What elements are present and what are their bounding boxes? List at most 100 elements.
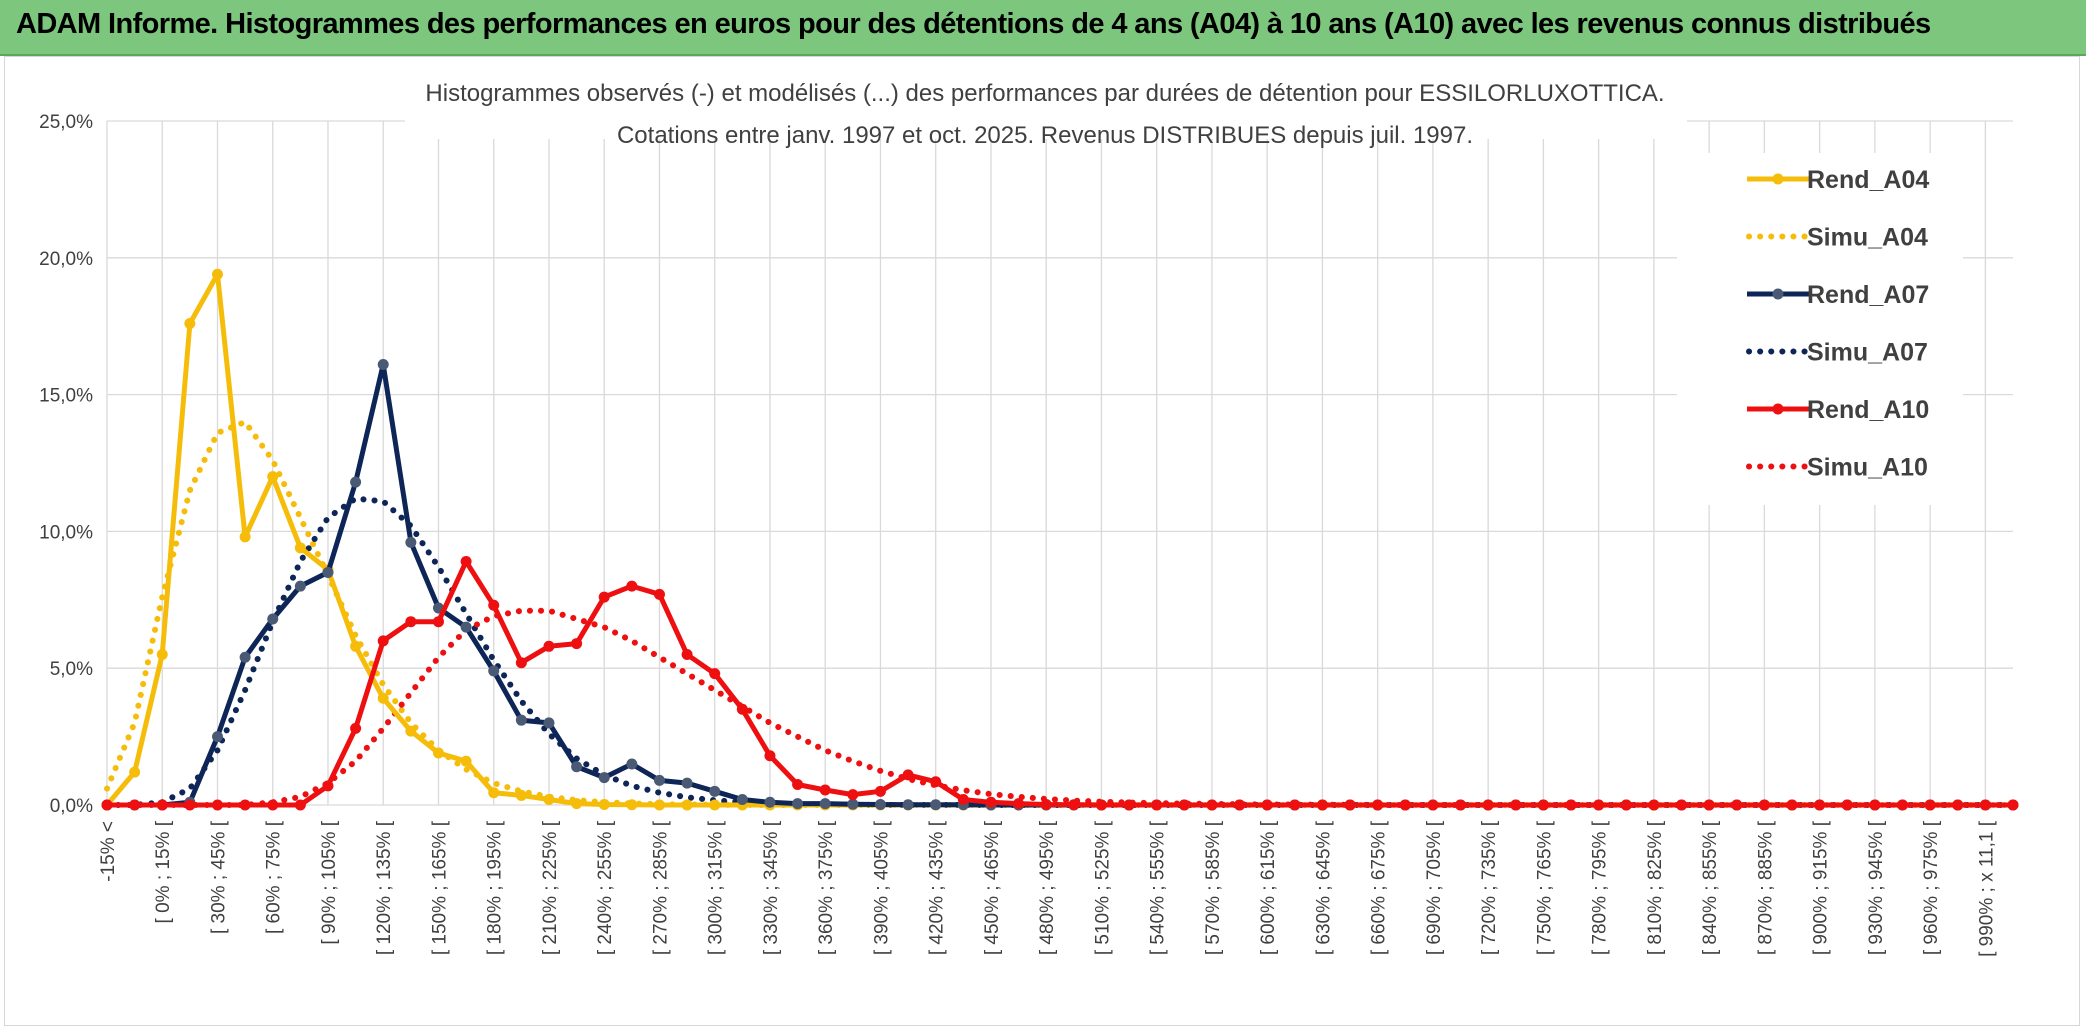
- chart-title: Histogrammes observés (-) et modélisés (…: [425, 80, 1664, 107]
- data-point: [1095, 799, 1107, 811]
- data-point: [598, 772, 610, 784]
- x-tick-label: [ 510% ; 525% [: [1092, 820, 1113, 955]
- page-title: ADAM Informe. Histogrammes des performan…: [16, 8, 1931, 40]
- x-tick-label: [ 870% ; 885% [: [1755, 820, 1776, 955]
- data-point: [184, 317, 196, 329]
- data-point: [1676, 799, 1688, 811]
- x-tick-label: [ 390% ; 405% [: [871, 820, 892, 955]
- x-tick-label: [ 330% ; 345% [: [761, 820, 782, 955]
- data-point: [377, 359, 389, 371]
- header-bar: ADAM Informe. Histogrammes des performan…: [0, 0, 2086, 56]
- series-lines: [101, 268, 2019, 811]
- data-point: [847, 798, 859, 810]
- y-tick-label: 5,0%: [50, 659, 93, 680]
- data-point: [626, 580, 638, 592]
- data-point: [957, 794, 969, 806]
- data-point: [1869, 799, 1881, 811]
- data-point: [294, 542, 306, 554]
- data-point: [322, 780, 334, 792]
- chart-subtitle: Cotations entre janv. 1997 et oct. 2025.…: [617, 122, 1473, 149]
- data-point: [350, 476, 362, 488]
- data-point: [294, 580, 306, 592]
- data-point: [1178, 799, 1190, 811]
- data-point: [515, 789, 527, 801]
- data-point: [460, 755, 472, 767]
- data-point: [294, 799, 306, 811]
- data-point: [681, 649, 693, 661]
- data-point: [1703, 799, 1715, 811]
- x-tick-label: [ 0% ; 15% [: [153, 820, 174, 923]
- data-point: [432, 616, 444, 628]
- legend-item-rend-a04: Rend_A04: [1747, 166, 1929, 194]
- data-point: [736, 703, 748, 715]
- data-point: [653, 774, 665, 786]
- data-point: [764, 796, 776, 808]
- x-tick-label: [ 960% ; 975% [: [1921, 820, 1942, 955]
- x-tick-label: [ 210% ; 225% [: [540, 820, 561, 955]
- data-point: [1206, 799, 1218, 811]
- data-point: [239, 531, 251, 543]
- data-point: [902, 799, 914, 811]
- data-point: [488, 665, 500, 677]
- legend-marker: [1772, 403, 1784, 415]
- data-point: [709, 668, 721, 680]
- data-point: [1814, 799, 1826, 811]
- x-tick-label: [ 360% ; 375% [: [816, 820, 837, 955]
- legend-label: Simu_A04: [1807, 224, 1928, 252]
- legend: Rend_A04 Simu_A04 Rend_A07 Simu_A07 Rend_A10…: [1677, 153, 1963, 505]
- data-point: [1151, 799, 1163, 811]
- x-tick-label: [ 300% ; 315% [: [706, 820, 727, 955]
- data-point: [571, 761, 583, 773]
- data-point: [267, 471, 279, 483]
- data-point: [211, 731, 223, 743]
- x-tick-label: [ 270% ; 285% [: [650, 820, 671, 955]
- data-point: [239, 799, 251, 811]
- legend-marker: [1772, 173, 1784, 185]
- legend-label: Simu_A07: [1807, 339, 1928, 367]
- x-tick-label: [ 930% ; 945% [: [1866, 820, 1887, 955]
- data-point: [129, 799, 141, 811]
- data-point: [792, 798, 804, 810]
- data-point: [571, 798, 583, 810]
- data-point: [736, 794, 748, 806]
- data-point: [129, 766, 141, 778]
- data-point: [1482, 799, 1494, 811]
- chart-title-background: [405, 65, 1687, 139]
- legend-marker: [1772, 288, 1784, 300]
- data-point: [405, 616, 417, 628]
- data-point: [1261, 799, 1273, 811]
- y-tick-label: 10,0%: [39, 522, 93, 543]
- x-tick-label: [ 990% ; x 11,1 [: [1976, 820, 1997, 957]
- data-point: [874, 785, 886, 797]
- data-point: [460, 621, 472, 633]
- legend-item-simu-a04: Simu_A04: [1746, 224, 1928, 252]
- data-point: [1731, 799, 1743, 811]
- data-point: [1593, 799, 1605, 811]
- data-point: [405, 725, 417, 737]
- x-tick-label: [ 900% ; 915% [: [1811, 820, 1832, 955]
- data-point: [267, 799, 279, 811]
- y-tick-label: 15,0%: [39, 386, 93, 407]
- x-tick-label: [ 450% ; 465% [: [982, 820, 1003, 955]
- legend-item-simu-a10: Simu_A10: [1746, 454, 1928, 482]
- x-tick-label: [ 660% ; 675% [: [1369, 820, 1390, 955]
- data-point: [1648, 799, 1660, 811]
- data-point: [1455, 799, 1467, 811]
- x-tick-label: [ 60% ; 75% [: [264, 820, 285, 934]
- data-point: [681, 799, 693, 811]
- legend-item-simu-a07: Simu_A07: [1746, 339, 1928, 367]
- data-point: [377, 635, 389, 647]
- data-point: [2007, 799, 2019, 811]
- data-point: [101, 799, 113, 811]
- data-point: [681, 777, 693, 789]
- data-point: [350, 722, 362, 734]
- y-tick-label: 20,0%: [39, 249, 93, 270]
- data-point: [1510, 799, 1522, 811]
- chart-title-group: Histogrammes observés (-) et modélisés (…: [405, 65, 1687, 149]
- chart-area: Histogrammes observés (-) et modélisés (…: [4, 56, 2080, 1026]
- data-point: [764, 750, 776, 762]
- data-point: [1123, 799, 1135, 811]
- x-tick-label: [ 600% ; 615% [: [1258, 820, 1279, 955]
- chart: Histogrammes observés (-) et modélisés (…: [39, 65, 2019, 957]
- data-point: [792, 778, 804, 790]
